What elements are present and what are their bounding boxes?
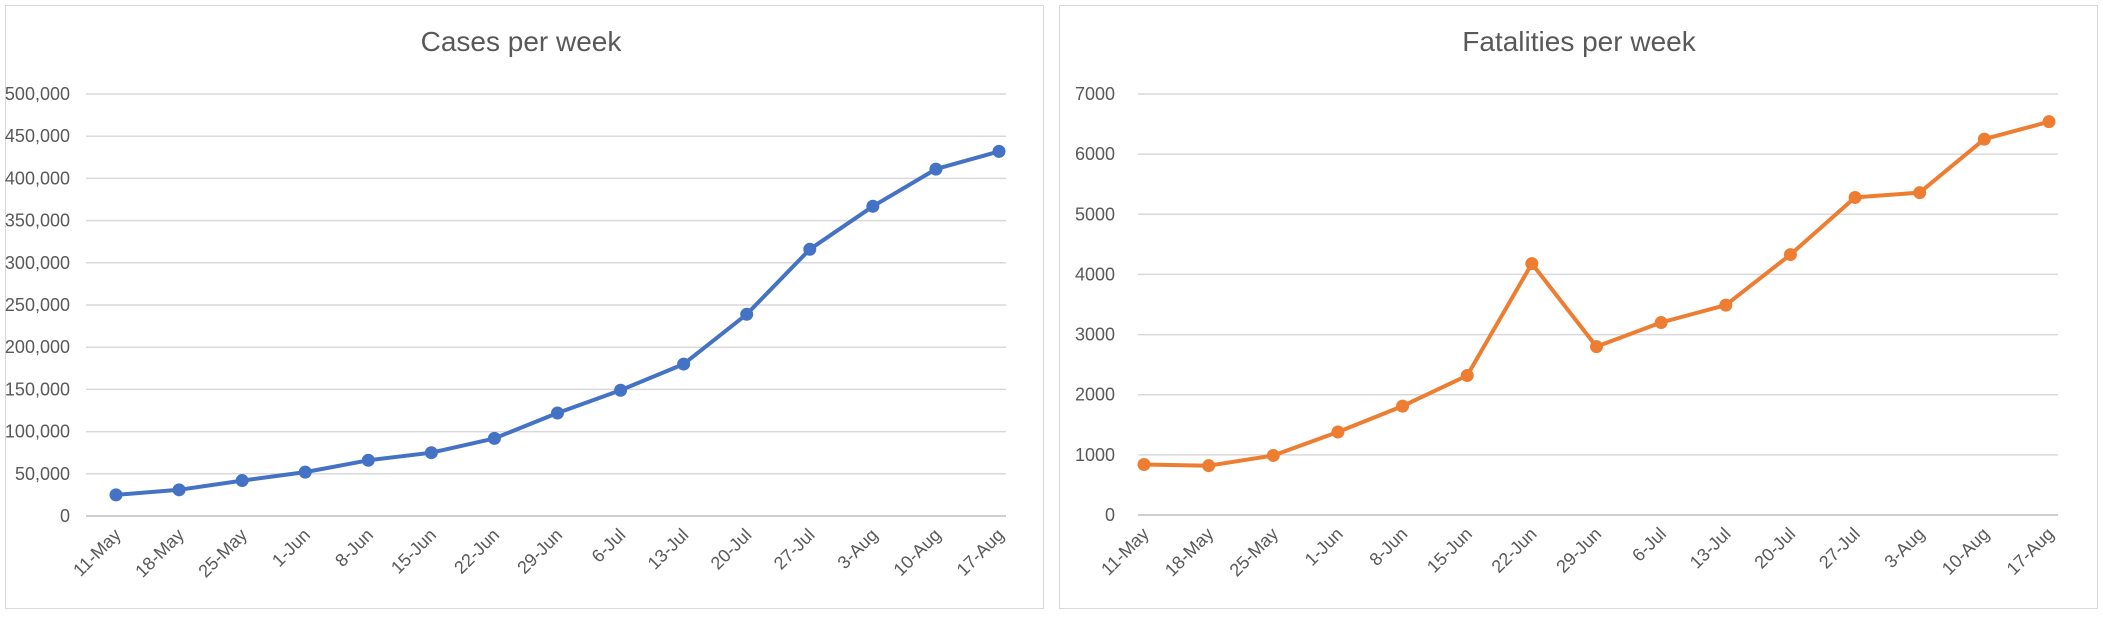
cases-x-tick-label: 8-Jun [331, 525, 377, 571]
fatalities-y-tick-label: 0 [1105, 505, 1115, 525]
cases-chart-svg: Cases per week 0 50,000 100,000 150,000 200,0… [5, 26, 1008, 582]
fatalities-x-tick-label: 15-Jun [1423, 524, 1476, 577]
fatalities-x-tick-label: 17-Aug [2003, 524, 2058, 579]
cases-x-tick-label: 20-Jul [707, 525, 756, 574]
cases-y-tick-label: 300,000 [5, 253, 70, 273]
cases-x-tick-label: 22-Jun [450, 525, 503, 578]
fatalities-data-point [1848, 190, 1862, 204]
cases-y-tick-label: 150,000 [5, 379, 70, 399]
fatalities-x-tick-label: 10-Aug [1938, 524, 1993, 579]
cases-y-tick-label: 400,000 [5, 168, 70, 188]
fatalities-data-point [1913, 186, 1927, 200]
cases-data-point [866, 199, 880, 213]
fatalities-series-line [1142, 119, 2051, 468]
cases-x-tick-label: 13-Jul [644, 525, 693, 574]
fatalities-y-tick-label: 4000 [1075, 264, 1115, 284]
cases-y-tick-label: 0 [60, 506, 70, 526]
cases-y-tick-label: 200,000 [5, 337, 70, 357]
cases-x-tick-label: 15-Jun [387, 525, 440, 578]
fatalities-x-tick-label: 13-Jul [1686, 524, 1735, 573]
cases-chart-title: Cases per week [421, 26, 623, 57]
fatalities-x-tick-label: 29-Jun [1552, 524, 1605, 577]
cases-data-point [235, 474, 249, 488]
cases-data-point [109, 488, 123, 502]
cases-data-point [172, 483, 186, 497]
fatalities-y-tick-label: 7000 [1075, 84, 1115, 104]
cases-data-point [298, 465, 312, 479]
cases-x-tick-label: 1-Jun [268, 525, 314, 571]
cases-y-tick-label: 450,000 [5, 126, 70, 146]
fatalities-data-point [1202, 459, 1216, 473]
cases-data-point [992, 144, 1006, 158]
fatalities-chart: Fatalities per week 0 1000 2000 3000 4000 5000… [1059, 5, 2098, 609]
fatalities-x-tick-label: 11-May [1097, 524, 1153, 580]
cases-x-tick-label: 6-Jul [588, 525, 630, 567]
cases-x-tick-label: 25-May [194, 525, 251, 582]
fatalities-chart-svg: Fatalities per week 0 1000 2000 3000 4000 5000… [1075, 26, 2058, 581]
fatalities-x-tick-label: 22-Jun [1488, 524, 1541, 577]
cases-data-point [361, 453, 375, 467]
cases-data-point [424, 446, 438, 460]
cases-y-tick-label: 350,000 [5, 211, 70, 231]
fatalities-data-point [1525, 257, 1539, 271]
cases-y-tick-label: 50,000 [15, 464, 70, 484]
cases-data-point [677, 357, 691, 371]
cases-x-tick-label: 10-Aug [890, 525, 945, 580]
fatalities-data-point [1590, 340, 1603, 354]
cases-x-tick-label: 18-May [131, 525, 188, 582]
fatalities-data-point [1460, 368, 1474, 382]
cases-data-point [487, 431, 501, 445]
fatalities-data-point [1396, 399, 1410, 413]
cases-data-point [551, 406, 564, 420]
fatalities-x-tick-label: 3-Aug [1880, 524, 1928, 572]
cases-chart: Cases per week 0 50,000 100,000 150,000 200,0… [5, 5, 1044, 609]
fatalities-data-point [1137, 457, 1151, 471]
fatalities-y-tick-label: 5000 [1075, 204, 1115, 224]
fatalities-y-tick-label: 3000 [1075, 325, 1115, 345]
fatalities-x-tick-label: 1-Jun [1301, 524, 1347, 570]
fatalities-y-tick-label: 6000 [1075, 144, 1115, 164]
fatalities-chart-title: Fatalities per week [1462, 26, 1696, 57]
cases-y-tick-label: 500,000 [5, 84, 70, 104]
fatalities-y-tick-label: 2000 [1075, 385, 1115, 405]
fatalities-x-tick-label: 27-Jul [1815, 524, 1864, 573]
cases-y-tick-label: 250,000 [5, 295, 70, 315]
fatalities-x-tick-label: 6-Jul [1628, 524, 1670, 566]
cases-data-point [929, 162, 943, 176]
fatalities-x-tick-label: 18-May [1161, 524, 1218, 581]
cases-x-tick-label: 17-Aug [953, 525, 1008, 580]
fatalities-x-tick-label: 8-Jun [1365, 524, 1411, 570]
cases-y-tick-label: 100,000 [5, 422, 70, 442]
fatalities-x-tick-label: 25-May [1226, 524, 1283, 581]
cases-x-tick-label: 29-Jun [513, 525, 566, 578]
fatalities-data-point [1719, 298, 1733, 312]
fatalities-data-point [1977, 132, 1991, 146]
fatalities-x-tick-label: 20-Jul [1750, 524, 1799, 573]
cases-data-point [614, 383, 628, 397]
fatalities-data-point [1266, 448, 1280, 462]
cases-x-tick-label: 27-Jul [770, 525, 819, 574]
cases-series-line [114, 149, 1001, 497]
cases-data-point [803, 242, 817, 256]
fatalities-y-tick-label: 1000 [1075, 445, 1115, 465]
fatalities-data-point [1783, 248, 1797, 262]
cases-data-point [740, 307, 754, 321]
fatalities-data-point [2042, 115, 2056, 129]
cases-x-tick-label: 3-Aug [834, 525, 882, 573]
fatalities-data-point [1331, 425, 1345, 439]
cases-x-tick-label: 11-May [69, 525, 125, 581]
fatalities-data-point [1654, 316, 1668, 330]
